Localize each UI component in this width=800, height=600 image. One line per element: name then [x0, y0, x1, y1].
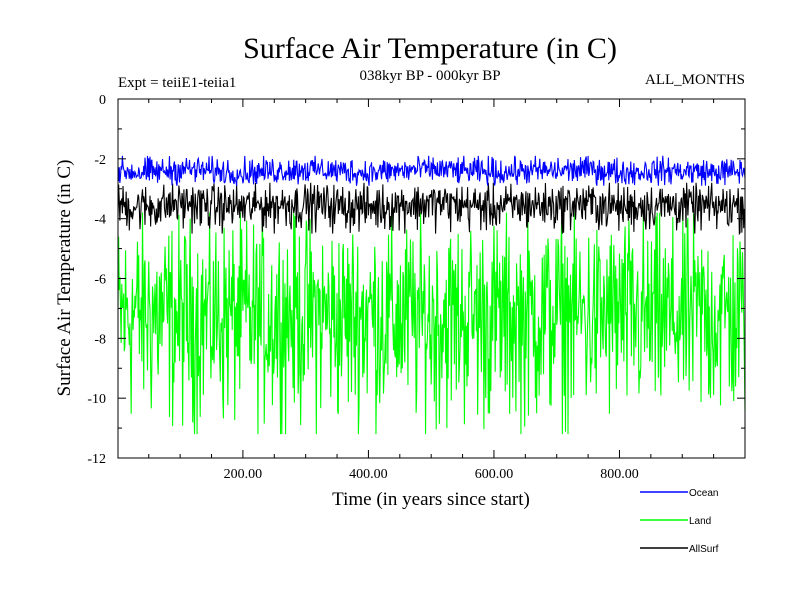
legend-label-allsurf: AllSurf — [689, 544, 719, 555]
y-tick-label: -6 — [94, 273, 106, 288]
legend-label-ocean: Ocean — [689, 488, 718, 499]
y-tick-label: -2 — [94, 153, 106, 168]
chart-subtitle: 038kyr BP - 000kyr BP — [359, 68, 500, 84]
y-tick-label: -4 — [94, 213, 106, 228]
y-axis: 0 -2 -4 -6 -8 -10 -12 — [87, 93, 745, 467]
experiment-label: Expt = teiiE1-teiia1 — [118, 75, 236, 91]
y-axis-label: Surface Air Temperature (in C) — [54, 160, 75, 397]
y-tick-label: -10 — [87, 392, 106, 407]
chart-title: Surface Air Temperature (in C) — [243, 32, 617, 65]
y-tick-label: -12 — [87, 452, 106, 467]
y-tick-label: 0 — [99, 93, 106, 108]
series-line-ocean — [117, 155, 746, 186]
x-tick-label: 200.00 — [224, 467, 263, 482]
legend: Ocean Land AllSurf — [640, 488, 719, 555]
x-tick-label: 600.00 — [475, 467, 514, 482]
series-line-allsurf — [117, 182, 746, 236]
series-line-land — [117, 212, 746, 435]
series-layer — [117, 155, 746, 435]
x-tick-label: 400.00 — [349, 467, 388, 482]
x-axis: 200.00 400.00 600.00 800.00 — [148, 99, 715, 482]
x-axis-label: Time (in years since start) — [332, 489, 530, 510]
x-tick-label: 800.00 — [600, 467, 639, 482]
months-label: ALL_MONTHS — [645, 72, 745, 88]
legend-label-land: Land — [689, 516, 711, 527]
y-tick-label: -8 — [94, 332, 106, 347]
